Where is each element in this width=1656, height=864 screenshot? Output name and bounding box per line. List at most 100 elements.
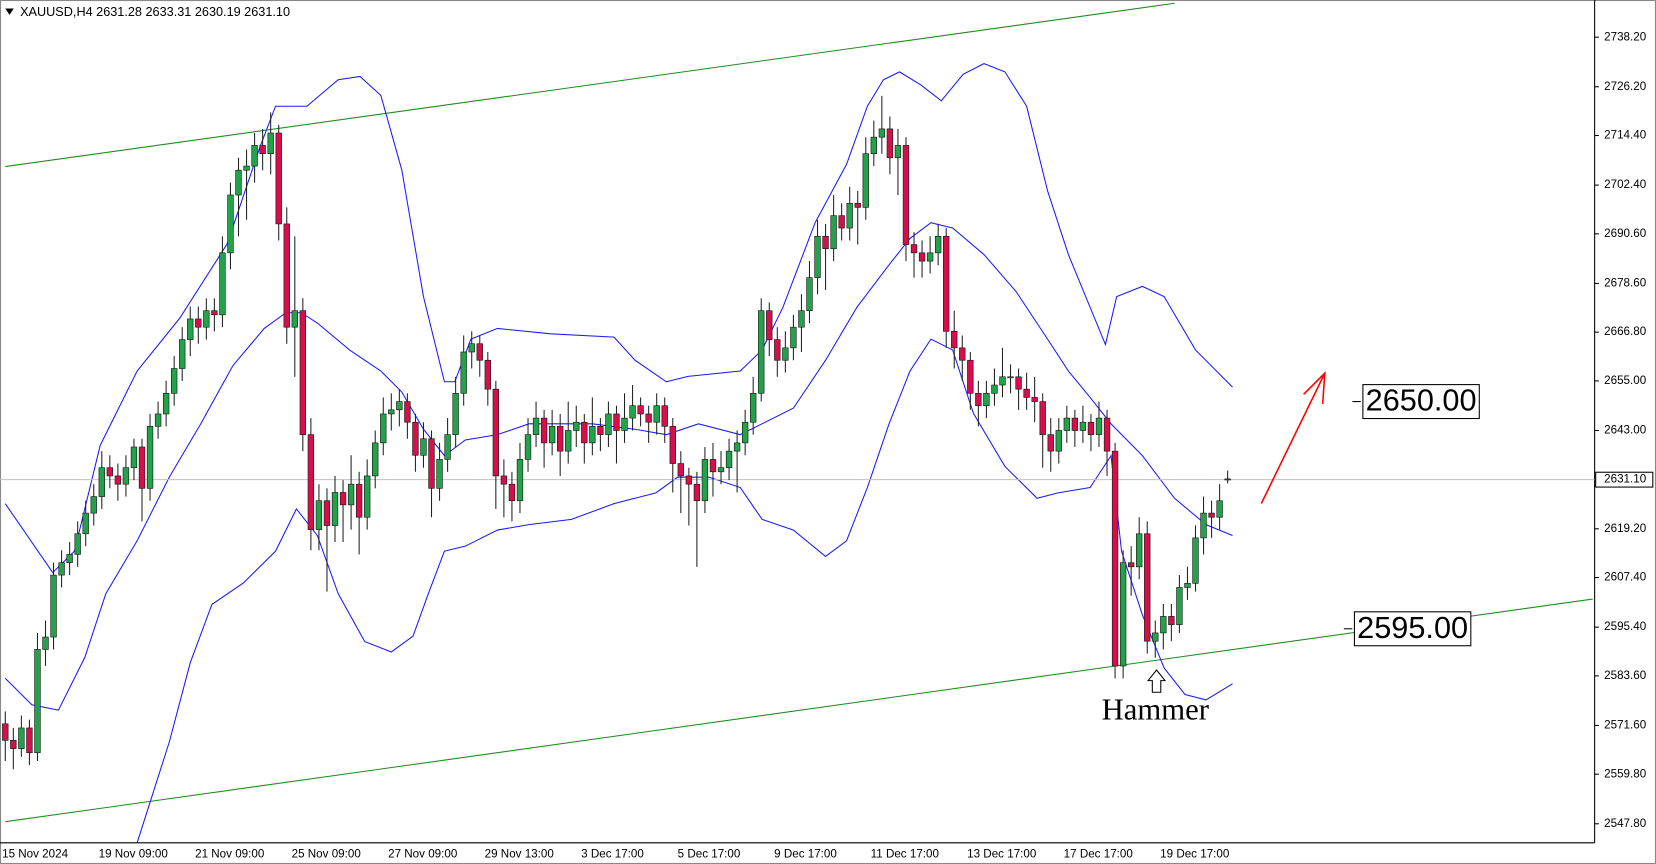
- candle-body: [380, 413, 387, 444]
- candle-body: [1063, 417, 1070, 431]
- candle-body: [1160, 616, 1167, 634]
- candle-body: [741, 421, 749, 444]
- candle-body: [1168, 616, 1175, 625]
- candle-body: [179, 339, 186, 369]
- candle-body: [653, 405, 660, 423]
- candle-body: [1007, 376, 1014, 379]
- candle-body: [1136, 533, 1143, 568]
- y-tick-label: 2607.40: [1604, 571, 1647, 584]
- candle-body: [58, 562, 65, 576]
- candle-body: [629, 405, 636, 419]
- candle-body: [709, 459, 717, 473]
- x-tick-label: 13 Dec 17:00: [967, 848, 1037, 861]
- candle-body: [219, 252, 226, 316]
- candle-body: [1200, 512, 1207, 539]
- candle-body: [1079, 421, 1087, 431]
- level-label: 2650.00: [1366, 383, 1477, 418]
- candle-body: [267, 132, 274, 155]
- candle-body: [10, 740, 17, 749]
- candle-body: [886, 128, 894, 159]
- y-tick-label: 2702.40: [1604, 178, 1647, 191]
- y-tick-label: 2643.00: [1604, 424, 1647, 437]
- candle-body: [693, 483, 701, 502]
- candle-body: [822, 235, 829, 250]
- candle-body: [750, 392, 757, 423]
- candle-body: [26, 727, 33, 754]
- chart-title: XAUUSD,H4 2631.28 2633.31 2630.19 2631.1…: [20, 5, 290, 19]
- candle-body: [106, 467, 114, 477]
- price-label-box: [1595, 471, 1654, 488]
- candle-body: [830, 215, 837, 250]
- candle-body: [315, 500, 323, 530]
- candle-body: [138, 446, 146, 489]
- candle-body: [605, 413, 612, 435]
- candle-body: [251, 145, 258, 167]
- y-tick-label: 2655.00: [1604, 374, 1647, 387]
- candle-body: [1095, 417, 1103, 435]
- candle-body: [436, 459, 443, 489]
- y-tick-label: 2738.20: [1604, 30, 1647, 43]
- candle-body: [476, 343, 483, 361]
- candle-body: [460, 351, 467, 394]
- candle-body: [114, 475, 122, 485]
- candle-body: [951, 331, 958, 349]
- candle-body: [130, 446, 138, 468]
- hammer-arrow: [1146, 669, 1167, 693]
- plot-area: [0, 2, 1595, 843]
- candle-body: [34, 649, 41, 754]
- candle-body: [404, 401, 411, 423]
- candle-body: [1152, 632, 1159, 642]
- candle-body: [235, 169, 242, 196]
- candle-body: [983, 392, 990, 407]
- candle-body: [323, 500, 331, 526]
- candle-body: [524, 434, 532, 460]
- candle-body: [1023, 388, 1030, 398]
- y-tick-label: 2547.80: [1604, 817, 1647, 830]
- candle-body: [331, 492, 339, 526]
- candle-body: [492, 388, 500, 477]
- candle-body: [420, 438, 427, 456]
- candle-body: [854, 202, 861, 208]
- y-tick-label: 2595.40: [1604, 620, 1647, 633]
- candle-body: [565, 430, 572, 452]
- candle-body: [122, 467, 130, 485]
- candle-body: [540, 417, 548, 444]
- candle-body: [838, 215, 845, 229]
- candle-body: [573, 421, 580, 431]
- candle-body: [1031, 397, 1038, 402]
- trendline: [5, 2, 1175, 168]
- candle-body: [275, 132, 282, 225]
- candle-body: [943, 235, 950, 332]
- candle-body: [934, 235, 942, 254]
- candle-body: [557, 426, 564, 452]
- candle-body: [1127, 562, 1135, 568]
- candle-body: [299, 310, 307, 435]
- x-tick-label: 19 Dec 17:00: [1160, 848, 1230, 861]
- candle-body: [548, 426, 556, 444]
- candle-body: [98, 467, 105, 497]
- candle-body: [388, 409, 395, 415]
- candle-body: [1055, 430, 1062, 452]
- candle-body: [717, 467, 725, 473]
- x-tick-label: 17 Dec 17:00: [1064, 848, 1134, 861]
- candle-body: [991, 384, 998, 394]
- y-tick-label: 2678.60: [1604, 276, 1647, 289]
- candle-body: [74, 533, 81, 555]
- candle-body: [621, 417, 628, 431]
- candle-body: [211, 310, 218, 316]
- candle-body: [170, 368, 178, 394]
- candle-body: [1039, 401, 1046, 435]
- x-tick-label: 27 Nov 09:00: [388, 848, 458, 861]
- candle-body: [396, 401, 403, 411]
- annotation: Hammer: [1102, 692, 1209, 726]
- candle-body: [2, 723, 9, 741]
- candle-body: [259, 145, 266, 155]
- y-tick-label: 2714.40: [1604, 129, 1647, 142]
- candle-body: [1047, 434, 1054, 452]
- candle-body: [307, 434, 315, 530]
- candle-body: [1119, 562, 1127, 667]
- candle-body: [90, 496, 97, 514]
- x-tick-label: 5 Dec 17:00: [678, 848, 741, 861]
